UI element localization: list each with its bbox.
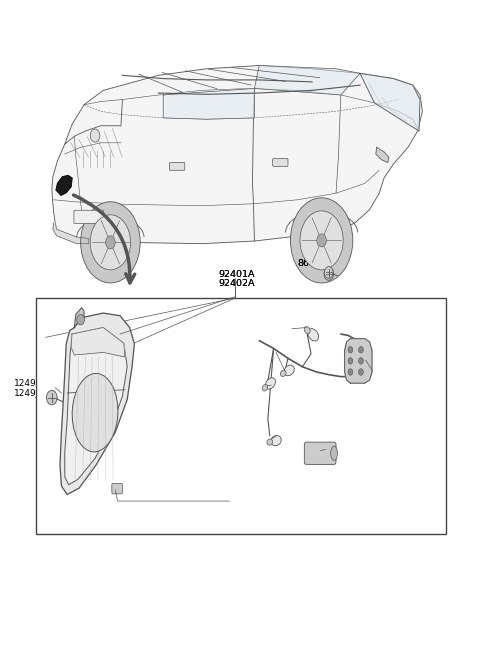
Ellipse shape — [72, 373, 118, 452]
Polygon shape — [60, 313, 134, 495]
Polygon shape — [71, 328, 125, 357]
Text: 18642G: 18642G — [253, 383, 288, 392]
Text: 92420A: 92420A — [211, 504, 246, 514]
Text: 86910: 86910 — [298, 259, 327, 268]
Ellipse shape — [308, 329, 319, 341]
Ellipse shape — [267, 439, 273, 445]
Circle shape — [324, 267, 333, 278]
FancyBboxPatch shape — [169, 162, 185, 170]
Circle shape — [90, 215, 131, 270]
Ellipse shape — [265, 378, 276, 389]
Text: 92401A: 92401A — [218, 270, 255, 279]
Circle shape — [290, 198, 353, 283]
Circle shape — [300, 211, 343, 270]
Text: 18643E: 18643E — [259, 350, 293, 360]
FancyBboxPatch shape — [112, 483, 122, 494]
Ellipse shape — [284, 365, 294, 376]
Ellipse shape — [304, 327, 310, 333]
Circle shape — [77, 314, 84, 325]
Ellipse shape — [280, 370, 286, 377]
Ellipse shape — [262, 384, 268, 391]
Circle shape — [47, 390, 57, 405]
Text: 1249LQ: 1249LQ — [14, 379, 49, 388]
Polygon shape — [65, 328, 127, 485]
Polygon shape — [345, 339, 372, 383]
FancyBboxPatch shape — [304, 442, 336, 464]
Circle shape — [348, 346, 353, 353]
Text: 92163A: 92163A — [326, 447, 361, 457]
Polygon shape — [74, 308, 84, 328]
Circle shape — [359, 358, 363, 364]
FancyArrowPatch shape — [73, 195, 135, 283]
Polygon shape — [376, 147, 389, 162]
Text: 1249JL: 1249JL — [14, 388, 45, 398]
FancyBboxPatch shape — [36, 298, 446, 534]
Circle shape — [81, 202, 140, 283]
Polygon shape — [52, 66, 422, 244]
Circle shape — [359, 346, 363, 353]
Polygon shape — [53, 223, 89, 244]
Text: 92402A: 92402A — [218, 279, 255, 288]
Circle shape — [348, 369, 353, 375]
Text: 92470C: 92470C — [373, 369, 408, 378]
Text: 18643D: 18643D — [276, 327, 312, 336]
Circle shape — [317, 234, 326, 247]
Polygon shape — [254, 66, 360, 95]
Text: 92402A: 92402A — [218, 279, 255, 288]
Circle shape — [359, 369, 363, 375]
Circle shape — [348, 358, 353, 364]
Polygon shape — [56, 176, 72, 195]
Circle shape — [106, 236, 115, 249]
FancyBboxPatch shape — [273, 159, 288, 166]
Polygon shape — [163, 88, 254, 119]
Ellipse shape — [331, 446, 337, 460]
Polygon shape — [360, 73, 420, 131]
Text: 18644D: 18644D — [259, 434, 295, 443]
Text: 92401A: 92401A — [218, 270, 255, 279]
Text: 92410A: 92410A — [211, 495, 246, 504]
Text: 86910: 86910 — [298, 259, 327, 268]
Ellipse shape — [271, 436, 281, 446]
FancyBboxPatch shape — [74, 210, 104, 223]
Circle shape — [324, 267, 334, 280]
Circle shape — [90, 129, 100, 142]
